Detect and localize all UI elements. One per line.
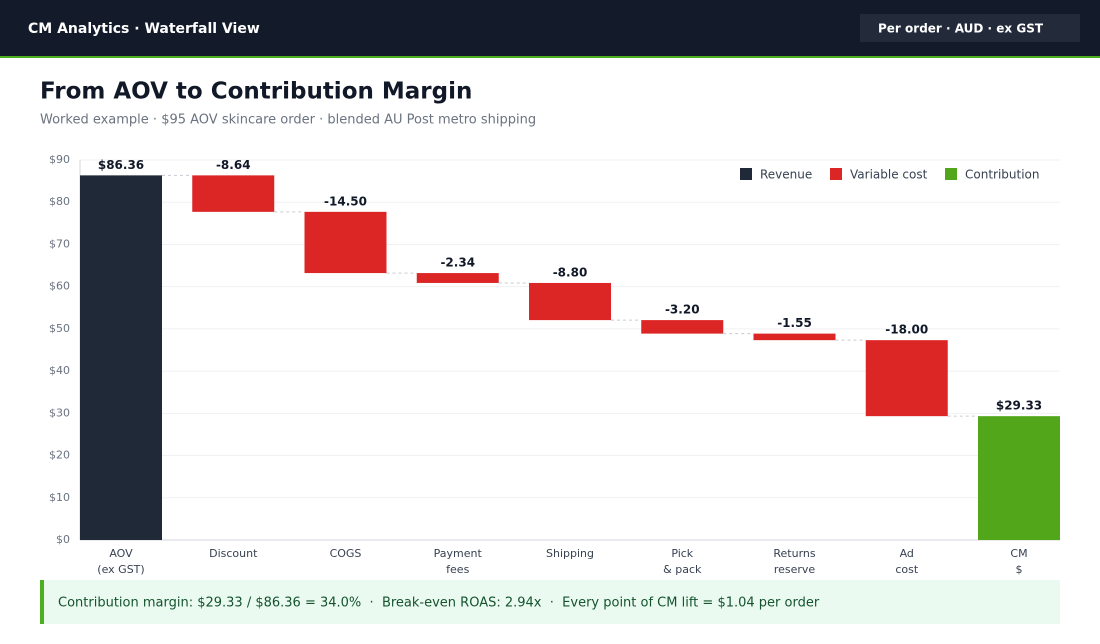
x-tick-label: cost (895, 563, 919, 576)
y-tick-label: $30 (49, 406, 70, 419)
summary-accent (40, 580, 44, 624)
x-tick-label: reserve (774, 563, 816, 576)
y-tick-label: $90 (49, 153, 70, 166)
value-label: $86.36 (98, 158, 144, 172)
x-tick-label: (ex GST) (97, 563, 144, 576)
app-title: CM Analytics · Waterfall View (28, 21, 260, 37)
badge-text: Per order · AUD · ex GST (878, 22, 1044, 36)
value-label: -8.64 (216, 158, 251, 172)
x-tick-label: Payment (434, 547, 483, 560)
bar (192, 175, 275, 212)
legend-label: Contribution (965, 168, 1040, 182)
x-tick-label: CM (1010, 547, 1027, 560)
x-tick-label: AOV (109, 547, 133, 560)
badge (860, 14, 1080, 42)
bar (978, 416, 1060, 540)
bar (753, 333, 836, 341)
x-tick-label: Discount (209, 547, 258, 560)
y-tick-label: $70 (49, 237, 70, 250)
legend-swatch (740, 168, 752, 180)
legend-label: Revenue (760, 168, 812, 182)
bar (416, 273, 499, 283)
plot: $0 $10 $20 $30 $40 $50 $60 $70 $80 $90 $86.36 AOV (e… (49, 153, 1060, 576)
x-tick-label: Returns (773, 547, 816, 560)
value-label: -2.34 (440, 256, 475, 270)
value-label: -3.20 (665, 303, 700, 317)
y-tick-label: $80 (49, 195, 70, 208)
value-label: -18.00 (885, 323, 928, 337)
value-label: -14.50 (324, 194, 367, 208)
bar (529, 282, 611, 321)
x-tick-label: fees (446, 563, 469, 576)
bar (80, 175, 162, 540)
header-accent (0, 56, 1100, 58)
bar (304, 211, 387, 274)
value-label: $29.33 (996, 399, 1042, 413)
legend-swatch (830, 168, 842, 180)
value-label: -8.80 (553, 265, 588, 279)
x-tick-label: Shipping (546, 547, 594, 560)
chart-subtitle: Worked example · $95 AOV skincare order … (40, 113, 536, 128)
value-label: -1.55 (777, 316, 812, 330)
y-tick-label: $40 (49, 364, 70, 377)
y-tick-label: $0 (56, 533, 70, 546)
summary-text: Contribution margin: $29.33 / $86.36 = 3… (58, 596, 820, 611)
bar (641, 320, 724, 334)
summary-box (40, 580, 1060, 624)
legend-swatch (945, 168, 957, 180)
y-tick-label: $10 (49, 491, 70, 504)
x-tick-label: Pick (671, 547, 693, 560)
y-tick-label: $50 (49, 322, 70, 335)
x-tick-label: COGS (330, 547, 362, 560)
x-tick-label: $ (1016, 563, 1023, 576)
y-tick-label: $60 (49, 280, 70, 293)
x-tick-label: & pack (663, 563, 702, 576)
legend-label: Variable cost (850, 168, 928, 182)
bar (865, 340, 948, 417)
chart-title: From AOV to Contribution Margin (40, 79, 472, 105)
y-tick-label: $20 (49, 449, 70, 462)
x-tick-label: Ad (900, 547, 914, 560)
